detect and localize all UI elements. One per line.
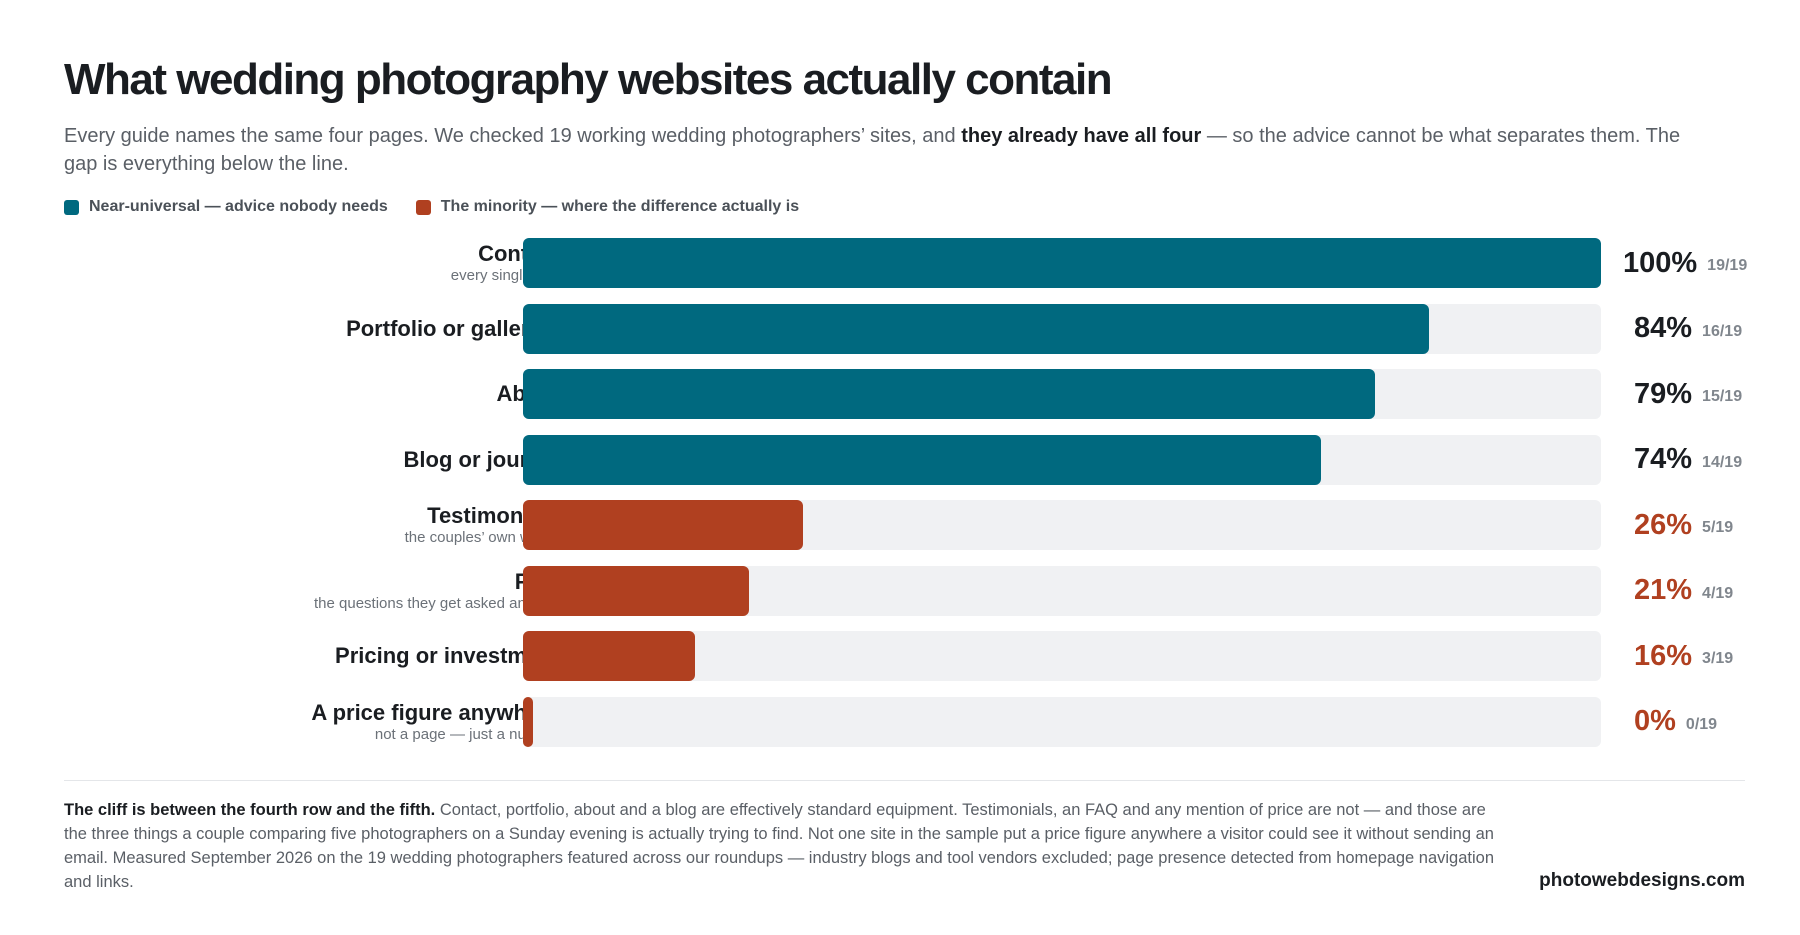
category-label: Testimonials <box>427 503 560 528</box>
bar <box>523 369 1375 419</box>
footnote: The cliff is between the fourth row and … <box>64 798 1504 894</box>
bar-row: FAQthe questions they get asked anyway 21… <box>64 565 1764 616</box>
bar-row: About 79% 15/19 <box>64 369 1764 419</box>
chart-subtitle: Every guide names the same four pages. W… <box>64 122 1714 178</box>
bar <box>523 238 1601 288</box>
legend-swatch-minority <box>415 199 431 215</box>
header: What wedding photography websites actual… <box>64 50 1744 216</box>
data-label-percent: 16% <box>1634 639 1693 672</box>
subtitle-text-2: — so the advice cannot be what separates… <box>64 125 1681 175</box>
bar <box>523 565 750 616</box>
category-label: Portfolio or galleries <box>346 315 560 341</box>
subtitle-text-1: Every guide names the same four pages. W… <box>64 125 962 147</box>
bar <box>523 500 804 550</box>
bar-value: 79% 15/19 <box>1634 369 1742 419</box>
bar-label: Portfolio or galleries <box>120 304 560 354</box>
legend-swatch-universal <box>64 199 79 215</box>
bar-track <box>523 500 1601 550</box>
bar-value: 26% 5/19 <box>1634 500 1733 550</box>
data-label-percent: 74% <box>1634 443 1693 475</box>
bar-label: Blog or journal <box>120 435 560 485</box>
bar-row: Contact every single one 100% 19/19 <box>64 238 1764 288</box>
bar-value: 100% 19/19 <box>1623 238 1747 288</box>
category-label: Contact <box>478 241 560 266</box>
data-label-percent: 0% <box>1634 705 1676 737</box>
category-label: A price figure anywhere <box>311 699 560 725</box>
divider <box>64 780 1745 781</box>
bar <box>523 631 696 681</box>
bar-track <box>523 303 1601 354</box>
category-sublabel: every single one <box>450 267 560 284</box>
bar-track <box>523 434 1601 485</box>
bar-value: 21% 4/19 <box>1634 566 1733 616</box>
data-label-percent: 100% <box>1623 246 1698 279</box>
legend-item-minority: The minority — where the difference actu… <box>415 198 800 216</box>
source-credit: photowebdesigns.com <box>1539 870 1745 891</box>
category-label: Pricing or investment <box>335 643 560 668</box>
category-sublabel: not a page — just a number <box>374 725 560 743</box>
data-label-percent: 21% <box>1634 574 1693 606</box>
category-label: Blog or journal <box>403 446 560 472</box>
bar-row: Pricing or investment 16% 3/19 <box>64 631 1764 681</box>
category-sublabel: the questions they get asked anyway <box>314 594 560 612</box>
data-label-fraction: 5/19 <box>1702 519 1734 536</box>
category-sublabel: the couples’ own words <box>404 529 560 546</box>
data-label-percent: 79% <box>1634 377 1693 410</box>
bar-row: Blog or journal 74% 14/19 <box>64 434 1764 485</box>
data-label-percent: 26% <box>1634 508 1693 541</box>
bar-row: A price figure anywhere not a page — just… <box>64 696 1764 747</box>
bar-label: A price figure anywhere not a page — just… <box>120 697 560 747</box>
bar-value: 84% 16/19 <box>1634 304 1742 354</box>
bar-track <box>523 696 1601 747</box>
bar-track <box>523 238 1601 288</box>
data-label-fraction: 14/19 <box>1702 453 1743 471</box>
bar-value: 0% 0/19 <box>1634 697 1717 747</box>
bar-row: Testimonials the couples’ own words 26% 5/1… <box>64 500 1764 550</box>
data-label-fraction: 3/19 <box>1702 650 1734 667</box>
bar-label: About <box>120 369 560 419</box>
data-label-fraction: 0/19 <box>1685 715 1718 733</box>
data-label-percent: 84% <box>1634 312 1693 344</box>
chart-title: What wedding photography websites actual… <box>64 55 1113 104</box>
footnote-lead: The cliff is between the fourth row and … <box>64 801 436 819</box>
category-label: FAQ <box>120 569 560 595</box>
legend-label-minority: The minority — where the difference actu… <box>440 198 800 215</box>
legend: Near-universal — advice nobody needs The… <box>64 198 1744 216</box>
bar-row: Portfolio or galleries 84% 16/19 <box>64 303 1764 354</box>
subtitle-emphasis: they already have all four <box>961 125 1202 147</box>
bar <box>523 434 1321 485</box>
bar-label: Testimonials the couples’ own words <box>120 500 560 550</box>
legend-label-universal: Near-universal — advice nobody needs <box>89 198 388 215</box>
data-label-fraction: 15/19 <box>1702 388 1743 405</box>
bar <box>523 303 1429 354</box>
footnote-body: Contact, portfolio, about and a blog are… <box>64 801 1494 891</box>
bar-label: Pricing or investment <box>120 631 560 681</box>
bar-value: 16% 3/19 <box>1634 631 1733 681</box>
bar-track <box>523 369 1601 419</box>
data-label-fraction: 4/19 <box>1702 584 1734 602</box>
bar <box>523 696 533 747</box>
bar-value: 74% 14/19 <box>1634 435 1742 485</box>
bar-label: Contact every single one <box>120 238 560 288</box>
category-label: About <box>120 381 560 407</box>
legend-item-universal: Near-universal — advice nobody needs <box>64 198 388 216</box>
data-label-fraction: 16/19 <box>1702 322 1743 340</box>
bar-label: FAQthe questions they get asked anyway <box>120 566 560 616</box>
bar-track <box>523 631 1601 681</box>
data-label-fraction: 19/19 <box>1707 257 1748 274</box>
bar-track <box>523 565 1601 616</box>
